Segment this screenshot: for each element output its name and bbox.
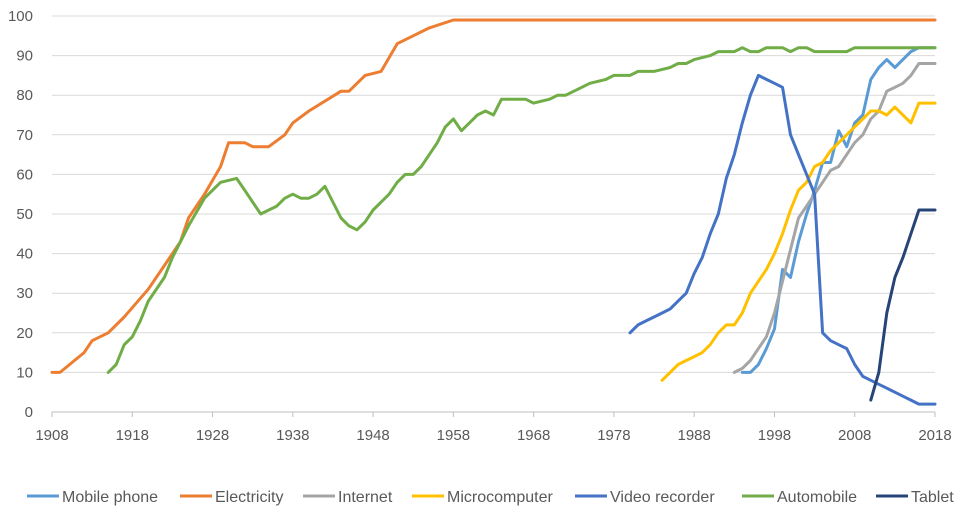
x-tick-label: 2018 xyxy=(918,427,951,444)
legend-label-microcomputer: Microcomputer xyxy=(447,489,553,506)
y-tick-label: 90 xyxy=(16,48,33,65)
x-tick-label: 1988 xyxy=(677,427,710,444)
x-tick-label: 1978 xyxy=(597,427,630,444)
legend-label-tablet: Tablet xyxy=(911,489,954,506)
x-tick-label: 1958 xyxy=(437,427,470,444)
gridlines xyxy=(52,15,935,373)
x-tick-label: 1918 xyxy=(116,427,149,444)
y-axis: 0 10 20 30 40 50 60 70 80 90 100 xyxy=(8,8,33,421)
legend-label-mobile-phone: Mobile phone xyxy=(62,489,158,506)
y-tick-label: 0 xyxy=(25,404,33,421)
y-tick-label: 30 xyxy=(16,285,33,302)
x-tick-label: 1968 xyxy=(517,427,550,444)
x-tick-label: 1908 xyxy=(35,427,68,444)
legend-label-electricity: Electricity xyxy=(215,489,283,506)
legend: Mobile phone Electricity Internet Microcomp… xyxy=(27,489,954,506)
x-tick-label: 2008 xyxy=(838,427,871,444)
series-line-tablet xyxy=(869,208,937,402)
series-line-video-recorder xyxy=(628,73,937,406)
y-tick-label: 40 xyxy=(16,246,33,263)
y-tick-label: 60 xyxy=(16,166,33,183)
y-tick-label: 50 xyxy=(16,206,33,223)
series-line-mobile-phone xyxy=(740,46,937,374)
y-tick-label: 10 xyxy=(16,364,33,381)
series-lines xyxy=(50,18,937,406)
x-axis: 1908 1918 1928 1938 1948 1958 1968 1978 1988 1998… xyxy=(35,411,952,444)
y-tick-label: 100 xyxy=(8,8,33,25)
y-tick-label: 70 xyxy=(16,127,33,144)
y-tick-label: 20 xyxy=(16,325,33,342)
legend-label-video-recorder: Video recorder xyxy=(610,489,715,506)
series-line-internet xyxy=(732,62,937,374)
x-tick-label: 1998 xyxy=(758,427,791,444)
legend-label-automobile: Automobile xyxy=(777,489,857,506)
series-line-microcomputer xyxy=(660,101,937,382)
series-line-automobile xyxy=(106,46,937,374)
x-tick-label: 1948 xyxy=(356,427,389,444)
legend-label-internet: Internet xyxy=(338,489,393,506)
y-tick-label: 80 xyxy=(16,87,33,104)
x-tick-label: 1938 xyxy=(276,427,309,444)
series-line-electricity xyxy=(50,18,937,374)
x-tick-label: 1928 xyxy=(196,427,229,444)
